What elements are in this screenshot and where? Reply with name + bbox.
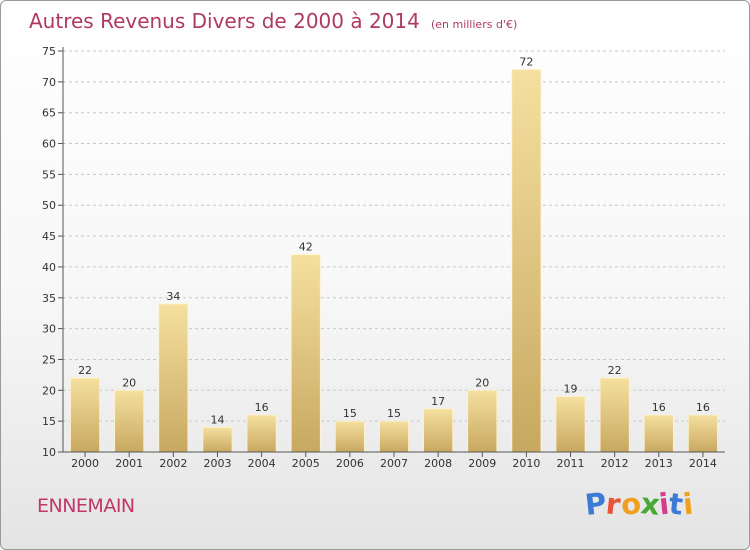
- y-tick-label: 60: [42, 138, 56, 151]
- y-tick-label: 55: [42, 168, 56, 181]
- y-tick-label: 65: [42, 107, 56, 120]
- data-label: 20: [122, 376, 136, 389]
- bar: [555, 396, 586, 453]
- x-tick-label: 2004: [248, 457, 276, 470]
- bar: [290, 254, 321, 453]
- y-tick-label: 15: [42, 415, 56, 428]
- y-tick-label: 10: [42, 446, 56, 459]
- y-tick-label: 25: [42, 353, 56, 366]
- chart-title-row: Autres Revenus Divers de 2000 à 2014 (en…: [29, 9, 517, 33]
- data-labels: 22 20 34 14 16 42 15 15 17 20 72 19 22 16 16: [78, 56, 710, 427]
- proxiti-logo[interactable]: Proxiti: [583, 486, 695, 522]
- bar: [599, 377, 630, 453]
- data-label: 16: [696, 401, 710, 414]
- bar: [379, 420, 409, 453]
- x-tick-label: 2009: [468, 457, 496, 470]
- chart-unit-note: (en milliers d'€): [430, 18, 518, 31]
- bar: [687, 414, 718, 453]
- data-label: 17: [431, 395, 445, 408]
- commune-name: ENNEMAIN: [37, 495, 135, 517]
- x-tick-label: 2007: [380, 457, 408, 470]
- bar: [467, 389, 498, 453]
- bar: [158, 303, 189, 453]
- x-tick-label: 2014: [689, 457, 717, 470]
- y-tick-label: 40: [42, 261, 56, 274]
- data-label: 16: [255, 401, 269, 414]
- bars: [70, 69, 718, 453]
- data-label: 14: [210, 413, 224, 426]
- x-tick-label: 2010: [512, 457, 540, 470]
- x-tick-label: 2003: [203, 457, 231, 470]
- bar: [643, 414, 674, 453]
- y-tick-label: 50: [42, 199, 56, 212]
- bar: [246, 414, 277, 453]
- x-tick-label: 2011: [557, 457, 585, 470]
- data-label: 42: [299, 241, 313, 254]
- x-tick-label: 2008: [424, 457, 452, 470]
- y-tick-label: 70: [42, 76, 56, 89]
- data-label: 22: [608, 364, 622, 377]
- y-tick-label: 75: [42, 45, 56, 58]
- data-label: 72: [519, 56, 533, 69]
- x-tick-label: 2006: [336, 457, 364, 470]
- y-axis: 10 15 20 25 30 35 40 45 50 55 60 65 70 75: [42, 45, 64, 459]
- data-label: 19: [564, 382, 578, 395]
- x-tick-label: 2002: [159, 457, 187, 470]
- data-label: 15: [387, 407, 401, 420]
- bar: [70, 377, 101, 453]
- chart-title: Autres Revenus Divers de 2000 à 2014: [29, 9, 420, 33]
- x-axis: 2000 2001 2002 2003 2004 2005 2006 2007 2008 2009…: [63, 451, 725, 470]
- y-tick-label: 35: [42, 292, 56, 305]
- y-tick-label: 30: [42, 323, 56, 336]
- data-label: 34: [166, 290, 180, 303]
- x-tick-label: 2012: [601, 457, 629, 470]
- bar: [114, 389, 145, 453]
- x-tick-label: 2000: [71, 457, 99, 470]
- data-label: 16: [652, 401, 666, 414]
- bar: [334, 420, 365, 453]
- x-tick-label: 2001: [115, 457, 143, 470]
- y-tick-label: 20: [42, 384, 56, 397]
- x-tick-label: 2005: [292, 457, 320, 470]
- bar: [202, 426, 233, 453]
- x-tick-label: 2013: [645, 457, 673, 470]
- y-tick-label: 45: [42, 230, 56, 243]
- bar: [511, 69, 542, 453]
- data-label: 22: [78, 364, 92, 377]
- bar: [423, 408, 454, 453]
- data-label: 15: [343, 407, 357, 420]
- logo-letter: i: [681, 486, 695, 522]
- data-label: 20: [475, 376, 489, 389]
